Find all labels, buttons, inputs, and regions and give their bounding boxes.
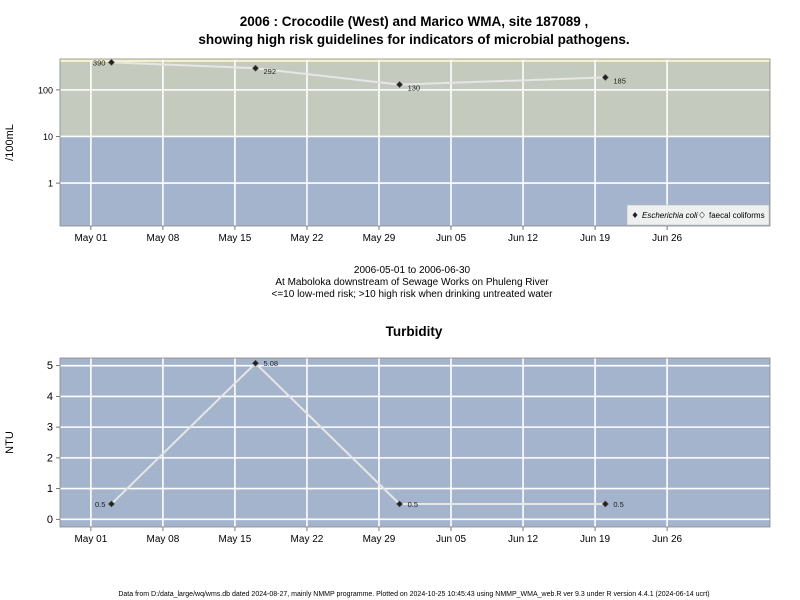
x-tick-label: May 29 — [363, 534, 396, 545]
legend-marker-ecoli — [632, 212, 638, 218]
y-tick-label: 4 — [47, 391, 53, 403]
plot-background — [60, 358, 770, 527]
data-point — [108, 58, 115, 66]
y-tick-label: 0 — [47, 514, 53, 526]
plot-frame — [59, 357, 771, 528]
x-tick-label: Jun 19 — [580, 534, 610, 545]
x-tick-label: Jun 26 — [652, 534, 682, 545]
x-tick-label: May 29 — [363, 233, 396, 244]
data-label: 390 — [93, 58, 106, 67]
footer-note: Data from D:/data_large/wq/wms.db dated … — [118, 591, 709, 598]
legend-marker-faecal — [699, 211, 705, 219]
y-tick-label: 5 — [47, 360, 53, 372]
y-axis-label: NTU — [4, 431, 16, 454]
data-point — [396, 81, 403, 88]
x-tick-label: May 15 — [219, 233, 252, 244]
microbial-panel: May 01 May 08 May 15 May 22 May 29 Jun 05 Jun … — [4, 58, 771, 244]
data-point — [601, 74, 609, 81]
y-tick-label: 100 — [38, 85, 53, 95]
y-tick-label: 2 — [47, 452, 53, 464]
x-tick-label: Jun 19 — [580, 233, 610, 244]
plot-frame — [59, 58, 771, 227]
subtitle-guideline: <=10 low-med risk; >10 high risk when dr… — [272, 289, 554, 300]
y-tick-label: 1 — [48, 179, 53, 189]
y-tick-label: 3 — [47, 422, 53, 434]
x-tick-label: Jun 12 — [508, 233, 538, 244]
data-label: 5.08 — [264, 359, 279, 368]
data-point — [252, 359, 259, 367]
x-tick-label: Jun 12 — [508, 534, 538, 545]
main-title-line1: 2006 : Crocodile (West) and Marico WMA, … — [240, 14, 589, 29]
data-point — [396, 500, 403, 508]
x-tick-label: Jun 05 — [436, 534, 466, 545]
main-title-line2: showing high risk guidelines for indicat… — [198, 32, 629, 47]
data-label: 292 — [264, 67, 277, 76]
x-tick-label: May 15 — [219, 534, 252, 545]
risk-band-2 — [60, 59, 770, 62]
x-tick-label: May 22 — [291, 534, 324, 545]
y-tick-label: 10 — [43, 132, 53, 142]
legend-entry-faecal: faecal coliforms — [709, 211, 765, 220]
x-tick-label: May 01 — [74, 233, 107, 244]
turbidity-panel: May 01 May 08 May 15 May 22 May 29 Jun 05 Jun … — [4, 357, 771, 545]
x-tick-label: Jun 26 — [652, 233, 682, 244]
x-tick-label: May 22 — [291, 233, 324, 244]
legend-box — [626, 204, 770, 226]
series-line — [110, 361, 606, 505]
x-tick-label: May 08 — [147, 534, 180, 545]
data-label: 0.5 — [95, 500, 105, 509]
subtitle-date-range: 2006-05-01 to 2006-06-30 — [354, 265, 471, 276]
turbidity-title: Turbidity — [386, 324, 443, 339]
data-label: 0.5 — [408, 500, 418, 509]
x-tick-label: Jun 05 — [436, 233, 466, 244]
x-tick-label: May 08 — [147, 233, 180, 244]
risk-band-1 — [60, 61, 770, 137]
data-point — [601, 500, 609, 508]
y-tick-label: 1 — [47, 483, 53, 495]
data-point — [252, 64, 259, 72]
data-label: 0.5 — [613, 500, 623, 509]
series-line — [111, 61, 606, 86]
y-axis-label: /100mL — [4, 124, 16, 161]
subtitle-location: At Maboloka downstream of Sewage Works o… — [275, 277, 549, 288]
data-point — [108, 500, 115, 508]
data-label: 130 — [408, 84, 421, 93]
legend-entry-ecoli: Escherichia coli — [642, 211, 698, 220]
data-label: 185 — [613, 76, 626, 85]
x-tick-label: May 01 — [74, 534, 107, 545]
